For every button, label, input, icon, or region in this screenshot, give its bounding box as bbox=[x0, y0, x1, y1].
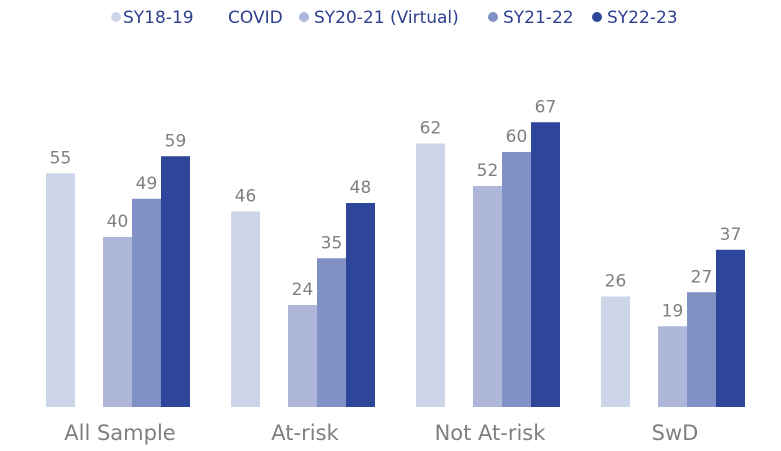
category-label-all-sample: All Sample bbox=[64, 421, 175, 445]
value-label-sy18-19-not-at-risk: 62 bbox=[420, 119, 442, 139]
bar-sy21-22-swd bbox=[687, 292, 716, 407]
legend-item-covid: COVID bbox=[228, 8, 283, 28]
category-label-swd: SwD bbox=[652, 421, 699, 445]
value-label-sy20-21-virtual-all-sample: 40 bbox=[107, 212, 129, 232]
category-labels: All Sample At-risk Not At-risk SwD bbox=[64, 421, 698, 445]
bar-sy18-19-all-sample bbox=[46, 173, 75, 407]
bar-sy20-21-virtual-not-at-risk bbox=[473, 186, 502, 407]
value-label-sy18-19-all-sample: 55 bbox=[50, 148, 72, 168]
bar-sy21-22-at-risk bbox=[317, 258, 346, 407]
legend-item-sy20-21-virtual: SY20-21 (Virtual) bbox=[299, 8, 459, 28]
category-label-not-at-risk: Not At-risk bbox=[435, 421, 547, 445]
value-labels: 55 46 62 26 40 24 52 19 49 35 60 27 59 48 67 37 bbox=[50, 97, 742, 321]
value-label-sy20-21-virtual-swd: 19 bbox=[662, 301, 684, 321]
legend-marker-sy20-21-virtual bbox=[299, 12, 309, 22]
value-label-sy22-23-at-risk: 48 bbox=[350, 178, 372, 198]
value-label-sy20-21-virtual-not-at-risk: 52 bbox=[477, 161, 499, 181]
bar-sy20-21-virtual-all-sample bbox=[103, 237, 132, 407]
value-label-sy21-22-at-risk: 35 bbox=[321, 233, 343, 253]
legend-label-sy21-22: SY21-22 bbox=[503, 8, 574, 28]
legend-marker-sy22-23 bbox=[592, 12, 602, 22]
value-label-sy18-19-at-risk: 46 bbox=[235, 187, 257, 207]
bar-sy20-21-virtual-at-risk bbox=[288, 305, 317, 407]
legend-item-sy18-19: SY18-19 bbox=[111, 8, 194, 28]
value-label-sy21-22-not-at-risk: 60 bbox=[506, 127, 528, 147]
category-label-at-risk: At-risk bbox=[271, 421, 339, 445]
value-label-sy21-22-swd: 27 bbox=[691, 267, 713, 287]
value-label-sy20-21-virtual-at-risk: 24 bbox=[292, 280, 314, 300]
legend-item-sy21-22: SY21-22 bbox=[488, 8, 574, 28]
value-label-sy21-22-all-sample: 49 bbox=[136, 174, 158, 194]
legend-label-sy20-21-virtual: SY20-21 (Virtual) bbox=[314, 8, 459, 28]
bar-sy18-19-not-at-risk bbox=[416, 143, 445, 407]
bar-sy22-23-at-risk bbox=[346, 203, 375, 407]
legend-item-sy22-23: SY22-23 bbox=[592, 8, 678, 28]
bar-sy22-23-swd bbox=[716, 249, 745, 407]
legend-marker-sy21-22 bbox=[488, 12, 498, 22]
bar-sy21-22-all-sample bbox=[132, 198, 161, 407]
bar-sy21-22-not-at-risk bbox=[502, 152, 531, 407]
bar-sy22-23-not-at-risk bbox=[531, 122, 560, 407]
bar-sy22-23-all-sample bbox=[161, 156, 190, 407]
value-label-sy22-23-all-sample: 59 bbox=[165, 131, 187, 151]
legend-label-sy22-23: SY22-23 bbox=[607, 8, 678, 28]
value-label-sy18-19-swd: 26 bbox=[605, 272, 627, 292]
legend-label-sy18-19: SY18-19 bbox=[123, 8, 194, 28]
legend-label-covid: COVID bbox=[228, 8, 283, 28]
legend-marker-sy18-19 bbox=[111, 12, 121, 22]
bar-sy18-19-swd bbox=[601, 296, 630, 407]
chart-legend: SY18-19 COVID SY20-21 (Virtual) SY21-22 SY22… bbox=[111, 8, 678, 28]
bar-sy20-21-virtual-swd bbox=[658, 326, 687, 407]
chart-bars bbox=[46, 122, 745, 407]
value-label-sy22-23-not-at-risk: 67 bbox=[535, 97, 557, 117]
value-label-sy22-23-swd: 37 bbox=[720, 225, 742, 245]
bar-sy18-19-at-risk bbox=[231, 211, 260, 407]
